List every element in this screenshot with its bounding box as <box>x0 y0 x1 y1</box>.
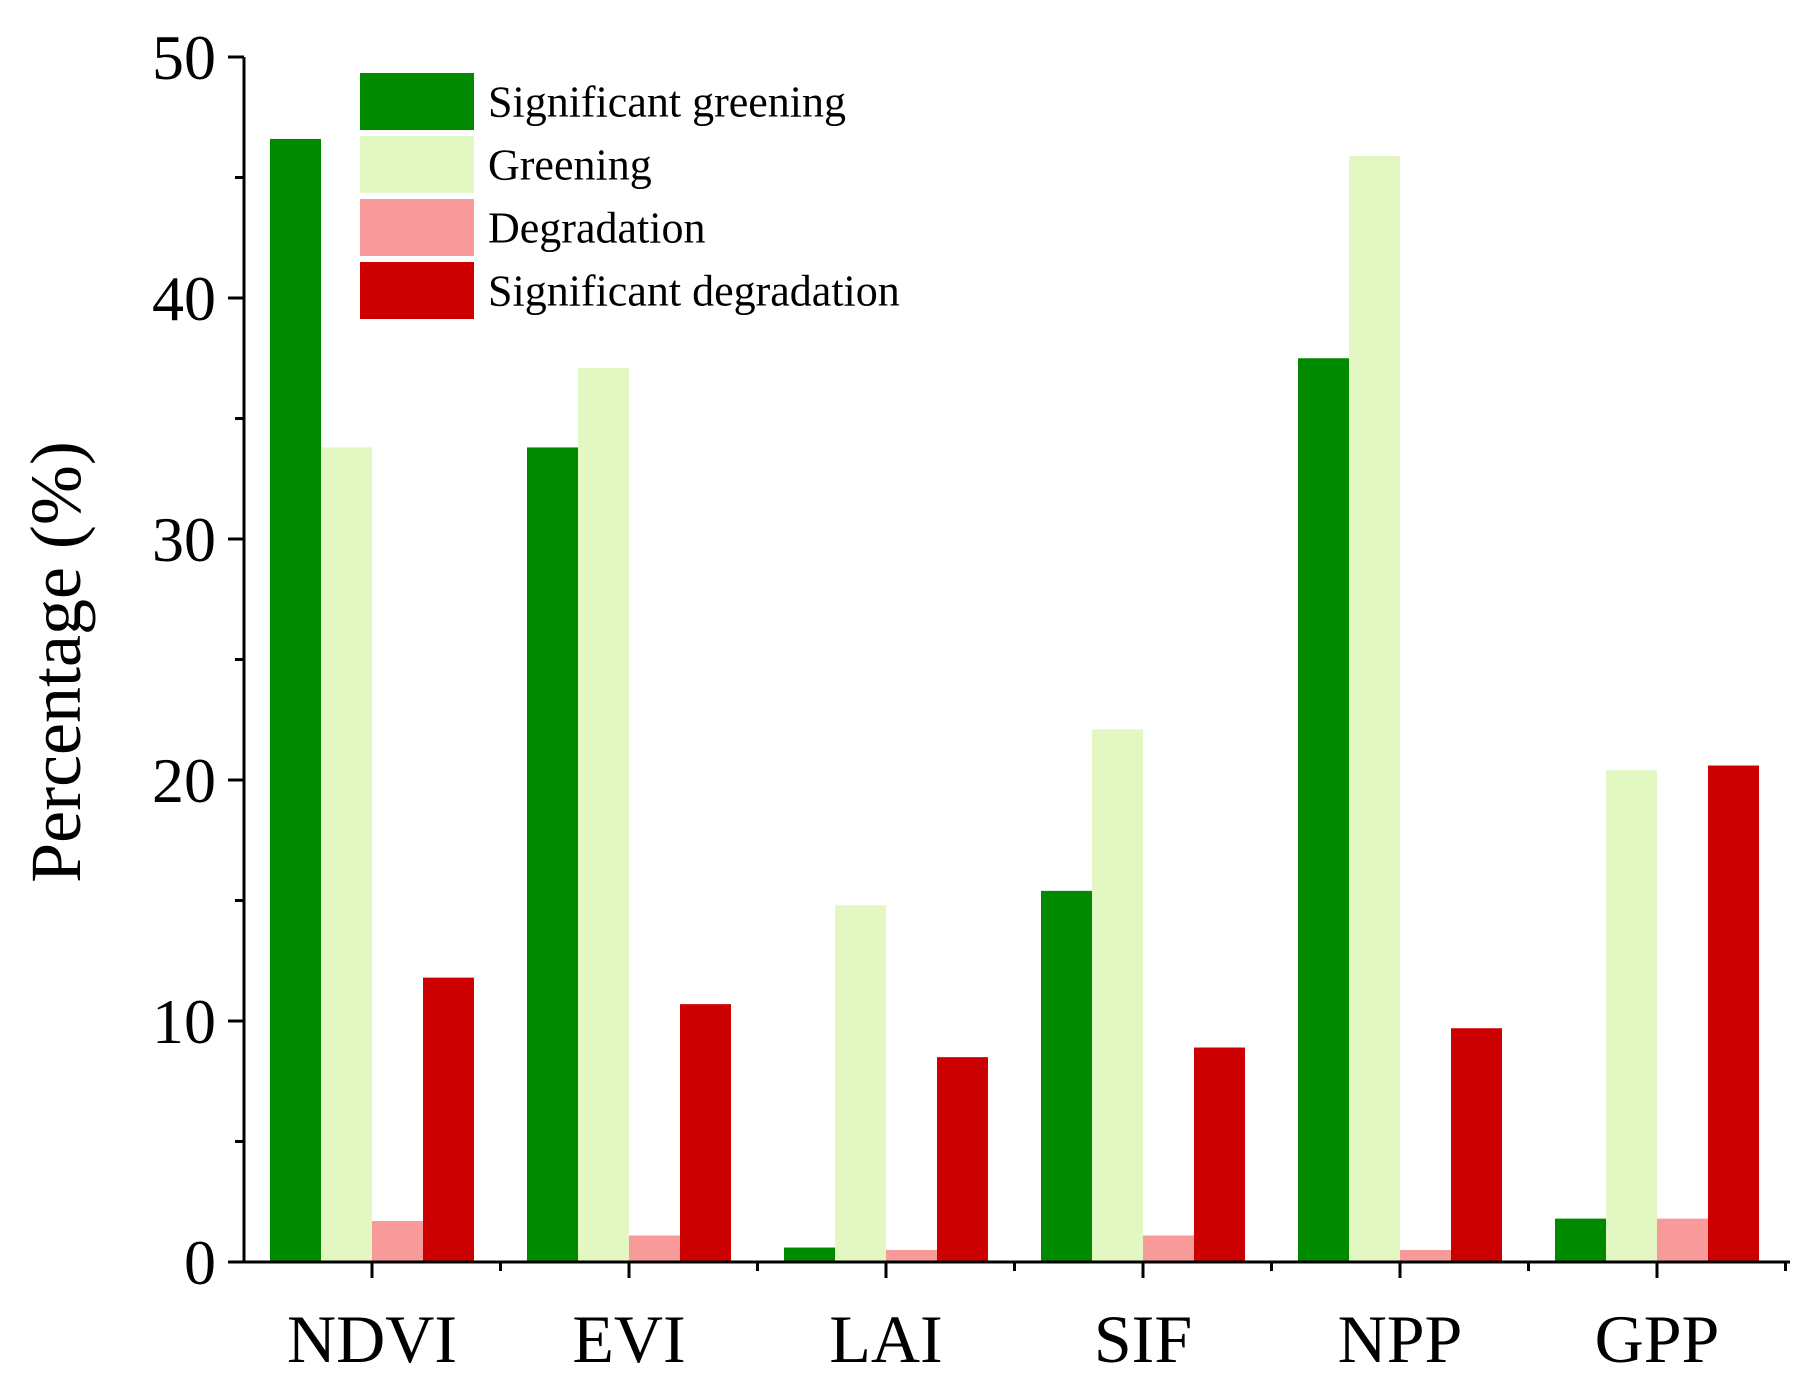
legend-label: Greening <box>488 141 652 190</box>
bar-npp-significant-greening <box>1298 358 1349 1262</box>
legend-label: Significant greening <box>488 78 846 127</box>
bar-ndvi-significant-degradation <box>423 977 474 1262</box>
bar-lai-significant-degradation <box>937 1057 988 1262</box>
y-tick-label: 30 <box>152 504 216 575</box>
x-tick-label-ndvi: NDVI <box>287 1301 457 1377</box>
legend-swatch-greening <box>360 136 474 193</box>
bar-sif-degradation <box>1143 1235 1194 1262</box>
x-tick-label-lai: LAI <box>829 1301 942 1377</box>
x-ticks-layer: NDVI EVI LAI SIF NPP GPP <box>287 1262 1787 1377</box>
x-tick-label-evi: EVI <box>572 1301 685 1377</box>
x-tick-label-gpp: GPP <box>1595 1301 1720 1377</box>
y-tick-label: 40 <box>152 263 216 334</box>
bar-sif-greening <box>1092 729 1143 1262</box>
bars-layer <box>270 138 1759 1263</box>
y-tick-label: 20 <box>152 745 216 816</box>
x-tick-label-sif: SIF <box>1094 1301 1192 1377</box>
y-tick-label: 0 <box>184 1227 216 1298</box>
bar-sif-significant-degradation <box>1194 1047 1245 1262</box>
bar-gpp-greening <box>1606 770 1657 1262</box>
legend: Significant greening Greening Degradation S… <box>360 73 900 319</box>
bar-lai-greening <box>835 905 886 1262</box>
bar-npp-degradation <box>1400 1249 1451 1262</box>
bar-ndvi-greening <box>321 447 372 1262</box>
bar-npp-greening <box>1349 155 1400 1262</box>
bar-evi-significant-greening <box>527 447 578 1262</box>
bar-ndvi-degradation <box>372 1221 423 1262</box>
bar-ndvi-significant-greening <box>270 138 321 1263</box>
bar-evi-significant-degradation <box>680 1004 731 1262</box>
legend-label: Degradation <box>488 204 705 253</box>
y-tick-label: 50 <box>152 22 216 93</box>
bar-gpp-significant-greening <box>1555 1218 1606 1262</box>
bar-lai-significant-greening <box>784 1247 835 1262</box>
bar-gpp-significant-degradation <box>1708 765 1759 1262</box>
bar-sif-significant-greening <box>1041 890 1092 1262</box>
bar-npp-significant-degradation <box>1451 1028 1502 1262</box>
bar-evi-greening <box>578 367 629 1262</box>
bar-lai-degradation <box>886 1249 937 1262</box>
y-axis-title: Percentage (%) <box>16 441 96 883</box>
legend-swatch-significant-greening <box>360 73 474 130</box>
y-tick-label: 10 <box>152 986 216 1057</box>
legend-label: Significant degradation <box>488 267 900 316</box>
x-tick-label-npp: NPP <box>1338 1301 1463 1377</box>
bar-evi-degradation <box>629 1235 680 1262</box>
legend-swatch-degradation <box>360 199 474 256</box>
bar-gpp-degradation <box>1657 1218 1708 1262</box>
y-ticks-layer: 0 10 20 30 40 50 <box>152 22 244 1298</box>
legend-swatch-significant-degradation <box>360 262 474 319</box>
axes-layer <box>242 57 1790 1264</box>
